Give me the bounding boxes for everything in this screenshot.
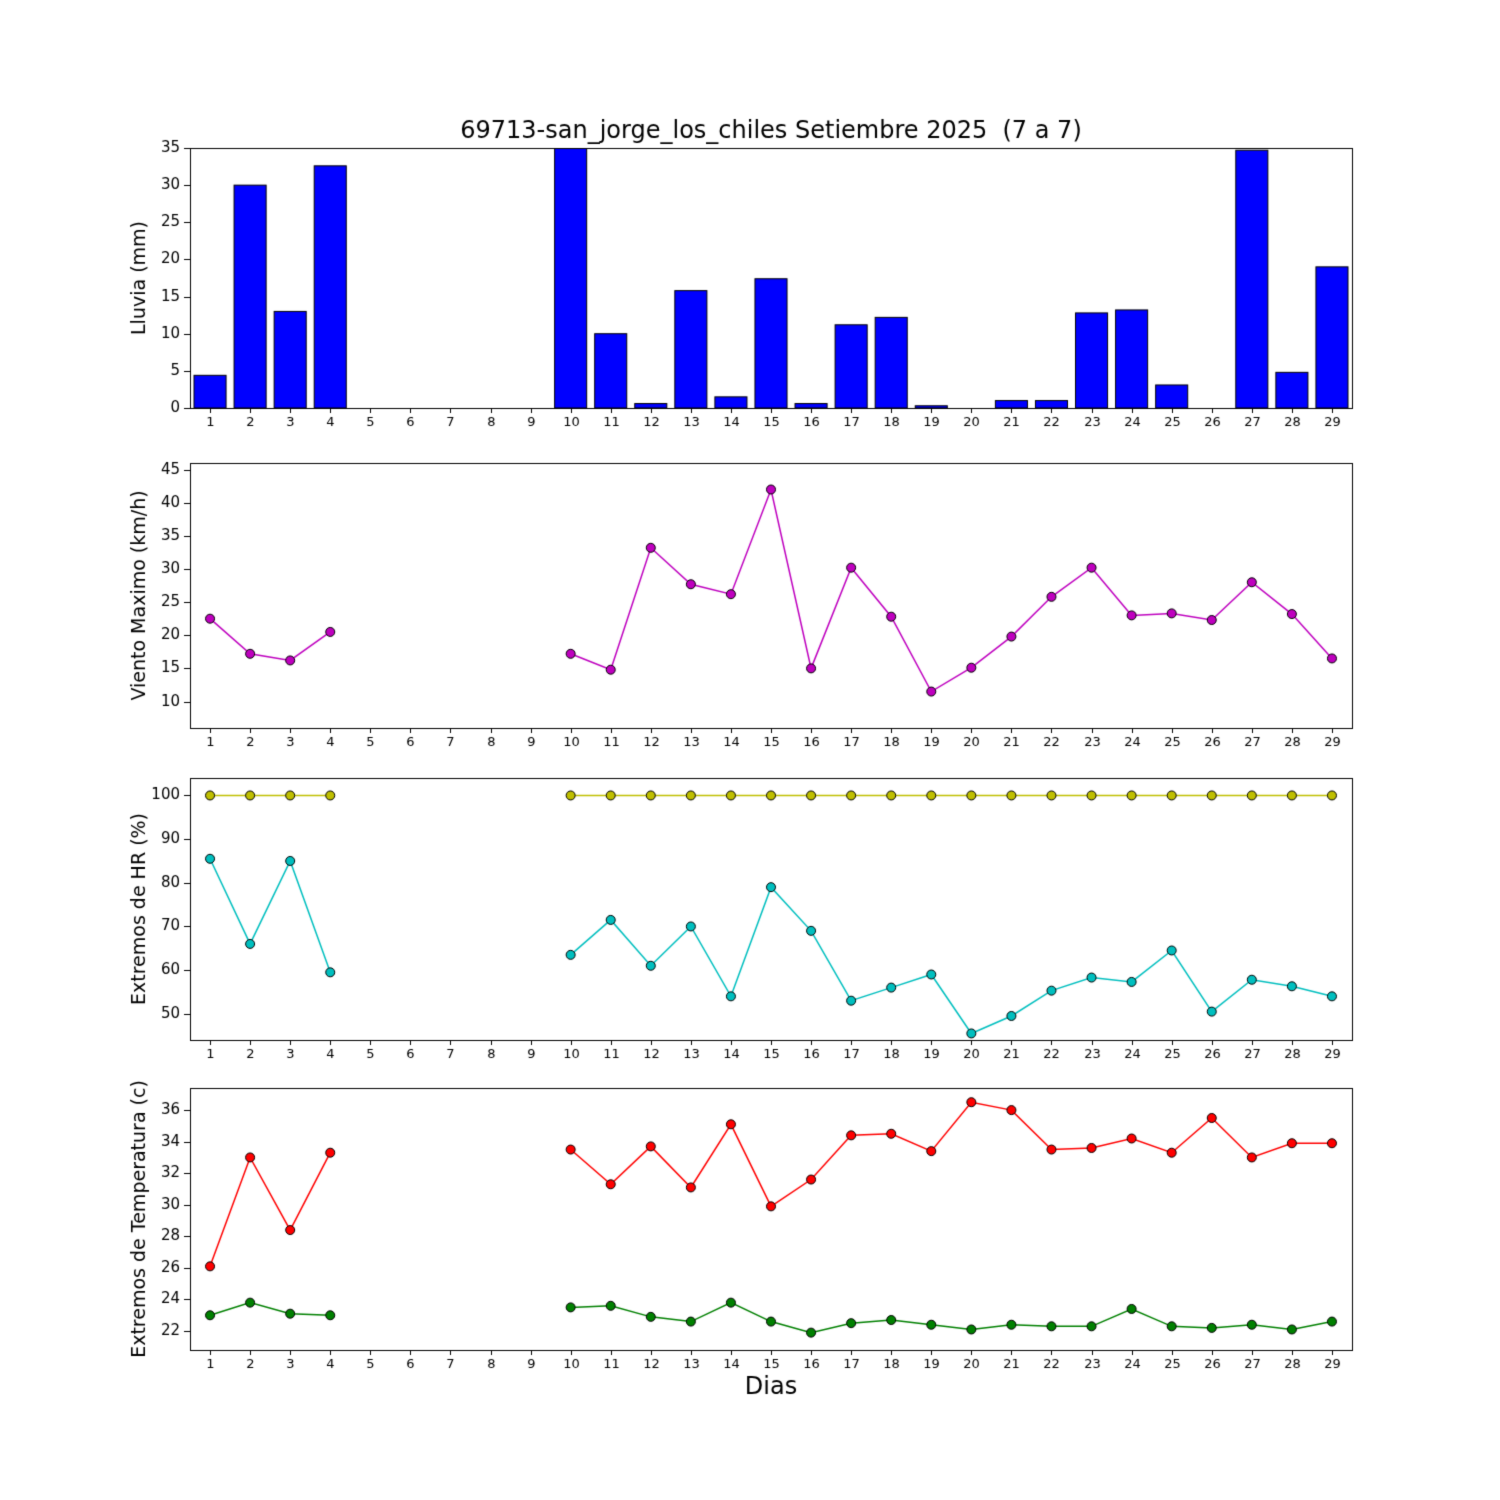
weather-charts-canvas <box>0 0 1500 1500</box>
weather-station-figure: 69713-san_jorge_los_chiles Setiembre 202… <box>0 0 1500 1500</box>
